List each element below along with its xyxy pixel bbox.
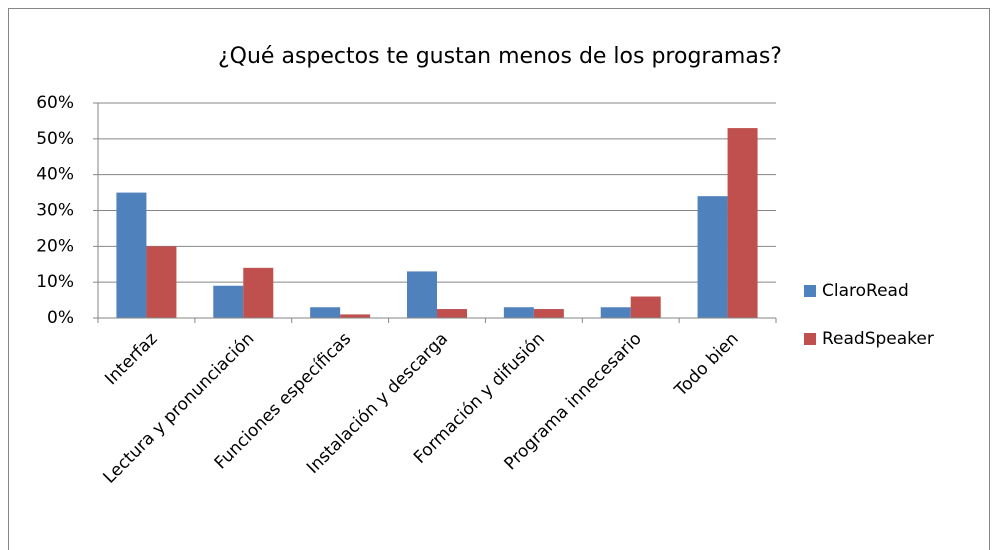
bar (437, 309, 467, 318)
bar (533, 309, 564, 318)
bar (407, 271, 437, 318)
legend-swatch (804, 285, 816, 297)
bar (727, 128, 758, 318)
bar (243, 267, 274, 318)
y-tick-label: 30% (36, 201, 74, 221)
bar (697, 196, 728, 318)
y-tick-label: 20% (36, 236, 74, 256)
bar (340, 314, 371, 318)
y-tick-label: 0% (47, 308, 74, 328)
bar (116, 192, 147, 318)
bar (146, 246, 177, 318)
bar (503, 307, 534, 318)
chart-title: ¿Qué aspectos te gustan menos de los pro… (218, 44, 782, 69)
bar (600, 307, 631, 318)
y-tick-label: 10% (36, 272, 74, 292)
legend-swatch (804, 333, 816, 345)
y-tick-label: 50% (36, 129, 74, 149)
legend-label: ReadSpeaker (822, 329, 934, 349)
y-tick-label: 60% (36, 93, 74, 113)
y-tick-label: 40% (36, 165, 74, 185)
bar (213, 285, 244, 318)
bar (630, 296, 661, 318)
legend-label: ClaroRead (822, 281, 909, 301)
bar (310, 307, 341, 318)
